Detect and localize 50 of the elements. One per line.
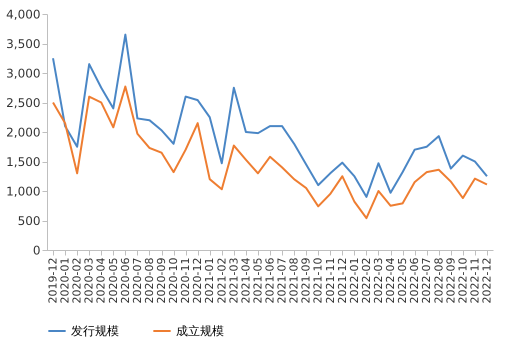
x-tick-label: 2022-07 xyxy=(420,258,434,304)
y-tick-label: 0 xyxy=(32,244,40,258)
x-tick-label: 2021-04 xyxy=(239,258,252,304)
x-tick-label: 2020-05 xyxy=(106,258,120,304)
x-tick-label: 2020-01 xyxy=(58,258,72,304)
x-tick-label: 2021-07 xyxy=(276,258,289,304)
x-tick-label: 2021-05 xyxy=(251,258,264,304)
x-tick-label: 2022-04 xyxy=(384,258,398,304)
x-tick-label: 2021-10 xyxy=(312,258,325,304)
y-tick-label: 4,000 xyxy=(6,8,40,22)
legend-label: 成立规模 xyxy=(176,324,224,338)
y-tick-label: 500 xyxy=(18,214,40,228)
x-tick-label: 2022-03 xyxy=(372,258,385,304)
y-tick-label: 2,500 xyxy=(6,96,40,110)
x-tick-label: 2019-12 xyxy=(46,258,60,304)
legend-label: 发行规模 xyxy=(71,324,119,338)
x-tick-label: 2021-09 xyxy=(300,258,313,304)
x-tick-label: 2022-01 xyxy=(348,258,361,304)
x-tick-label: 2022-09 xyxy=(444,258,458,304)
x-tick-label: 2020-10 xyxy=(167,258,180,304)
y-tick-label: 3,500 xyxy=(6,37,40,51)
x-tick-label: 2021-06 xyxy=(264,258,276,304)
y-tick-label: 3,000 xyxy=(6,66,40,80)
x-tick-label: 2021-11 xyxy=(324,258,337,304)
x-tick-label: 2022-08 xyxy=(432,258,446,304)
line-series xyxy=(52,34,488,198)
x-tick-label: 2020-03 xyxy=(82,258,96,304)
x-tick-label: 2020-09 xyxy=(155,258,168,304)
x-tick-label: 2021-08 xyxy=(288,258,301,304)
x-tick-label: 2022-11 xyxy=(468,258,482,304)
x-tick-label: 2020-11 xyxy=(179,258,192,304)
x-tick-label: 2022-12 xyxy=(480,258,494,304)
x-tick-label: 2020-12 xyxy=(191,258,204,304)
x-tick-label: 2021-03 xyxy=(227,258,240,304)
x-tick-label: 2020-02 xyxy=(70,258,84,304)
y-tick-label: 2,000 xyxy=(6,126,40,140)
y-tick-label: 1,000 xyxy=(6,184,40,198)
x-tick-label: 2020-06 xyxy=(118,258,132,304)
y-tick-label: 1,500 xyxy=(6,155,40,169)
x-tick-label: 2021-01 xyxy=(203,258,216,304)
x-tick-label: 2022-10 xyxy=(456,258,470,304)
x-tick-label: 2020-07 xyxy=(130,258,144,304)
x-tick-label: 2020-04 xyxy=(94,258,108,304)
x-tick-label: 2021-02 xyxy=(215,258,228,304)
x-tick-label: 2022-05 xyxy=(396,258,410,304)
line-series xyxy=(52,86,488,220)
x-tick-label: 2020-08 xyxy=(142,258,156,304)
x-tick-label: 2022-06 xyxy=(408,258,422,304)
x-tick-label: 2022-02 xyxy=(360,258,373,304)
x-tick-label: 2021-12 xyxy=(336,258,349,304)
